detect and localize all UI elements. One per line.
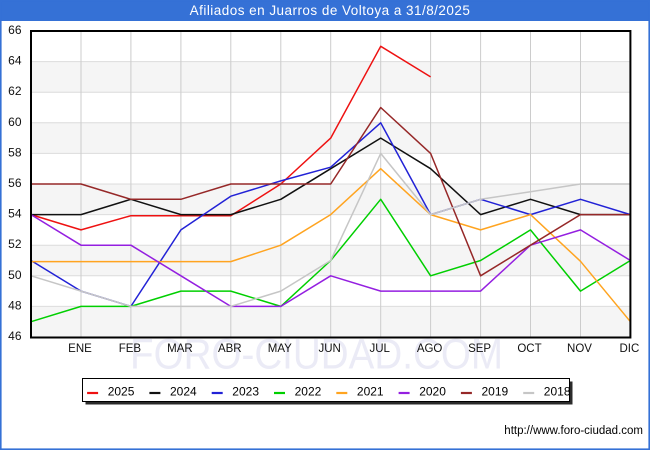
svg-text:62: 62 xyxy=(8,84,22,98)
svg-text:MAY: MAY xyxy=(268,343,292,355)
svg-text:50: 50 xyxy=(8,268,22,282)
svg-text:2025: 2025 xyxy=(108,384,135,398)
svg-text:http://www.foro-ciudad.com: http://www.foro-ciudad.com xyxy=(504,425,643,437)
svg-text:2021: 2021 xyxy=(357,384,384,398)
svg-text:OCT: OCT xyxy=(517,343,541,355)
svg-text:2023: 2023 xyxy=(232,384,259,398)
svg-text:NOV: NOV xyxy=(567,343,592,355)
svg-text:FEB: FEB xyxy=(119,343,142,355)
svg-text:Afiliados en Juarros de Voltoy: Afiliados en Juarros de Voltoya a 31/8/2… xyxy=(190,3,471,18)
svg-text:AGO: AGO xyxy=(417,343,443,355)
svg-text:2020: 2020 xyxy=(419,384,446,398)
svg-text:ABR: ABR xyxy=(218,343,242,355)
svg-text:64: 64 xyxy=(8,54,22,68)
svg-text:DIC: DIC xyxy=(619,343,639,355)
svg-text:SEP: SEP xyxy=(468,343,491,355)
svg-text:2022: 2022 xyxy=(295,384,322,398)
svg-text:ENE: ENE xyxy=(68,343,92,355)
svg-text:56: 56 xyxy=(8,176,22,190)
svg-text:54: 54 xyxy=(8,207,22,221)
svg-text:2019: 2019 xyxy=(482,384,509,398)
svg-text:2018: 2018 xyxy=(544,384,571,398)
svg-text:JUL: JUL xyxy=(369,343,390,355)
svg-text:FORO-CIUDAD.COM: FORO-CIUDAD.COM xyxy=(130,332,503,379)
svg-text:2024: 2024 xyxy=(170,384,197,398)
svg-text:60: 60 xyxy=(8,115,22,129)
svg-text:52: 52 xyxy=(8,237,22,251)
svg-text:JUN: JUN xyxy=(319,343,341,355)
svg-text:MAR: MAR xyxy=(167,343,193,355)
svg-text:58: 58 xyxy=(8,145,22,159)
svg-text:48: 48 xyxy=(8,298,22,312)
svg-text:66: 66 xyxy=(8,23,22,37)
svg-text:46: 46 xyxy=(8,329,22,343)
